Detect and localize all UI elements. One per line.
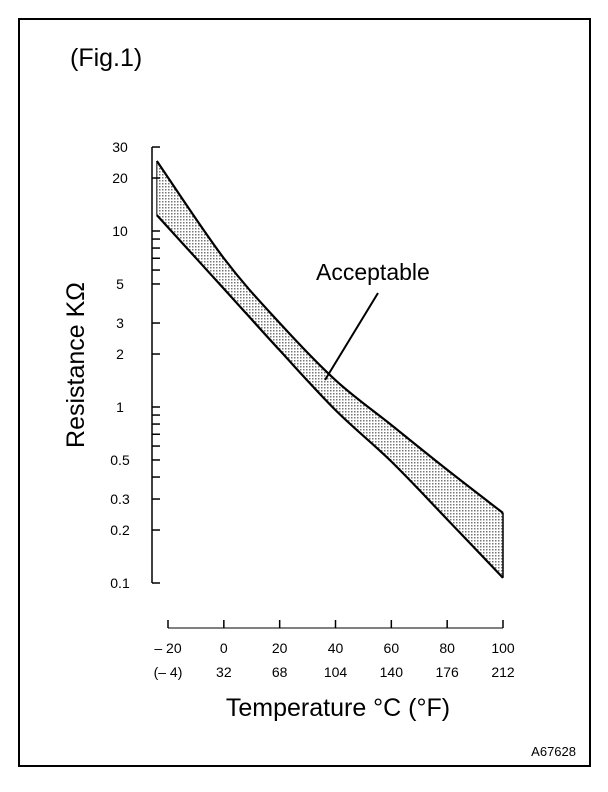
y-tick-label: 0.2 [110, 522, 130, 538]
y-tick-label: 10 [112, 223, 128, 239]
y-tick-label: 1 [116, 399, 124, 415]
acceptable-band [156, 160, 504, 578]
annotation-acceptable: Acceptable [316, 259, 430, 285]
y-tick-label: 3 [116, 315, 124, 331]
x-axis-label: Temperature °C (°F) [226, 694, 450, 722]
y-tick-label: 5 [116, 276, 124, 292]
annotation-leader-line [324, 292, 379, 381]
y-tick-label: 0.5 [110, 452, 130, 468]
lower-limit-line [156, 214, 504, 579]
y-tick-label: 0.3 [110, 491, 130, 507]
x-tick-label-c: 0 [220, 640, 228, 656]
x-tick-label-c: 60 [384, 640, 400, 656]
x-tick-label-f: 176 [435, 664, 459, 680]
x-tick-label-f: 212 [491, 664, 515, 680]
x-tick-label-f: 140 [380, 664, 404, 680]
y-axis-label: Resistance KΩ [62, 282, 90, 448]
x-tick-label-c: 40 [328, 640, 344, 656]
x-tick-label-c: – 20 [154, 640, 181, 656]
figure-label: (Fig.1) [70, 44, 142, 72]
y-tick-label: 0.1 [110, 575, 130, 591]
x-tick-label-f: 68 [272, 664, 288, 680]
figure-border [18, 18, 591, 767]
x-tick-label-f: (– 4) [154, 664, 183, 680]
y-tick-label: 20 [112, 170, 128, 186]
x-tick-label-c: 20 [272, 640, 288, 656]
x-tick-label-c: 100 [491, 640, 515, 656]
x-tick-label-c: 80 [439, 640, 455, 656]
figure-id: A67628 [531, 744, 576, 759]
y-tick-label: 30 [112, 139, 128, 155]
upper-limit-line [155, 160, 504, 514]
x-tick-label-f: 104 [324, 664, 348, 680]
x-tick-label-f: 32 [216, 664, 232, 680]
y-tick-label: 2 [116, 346, 124, 362]
